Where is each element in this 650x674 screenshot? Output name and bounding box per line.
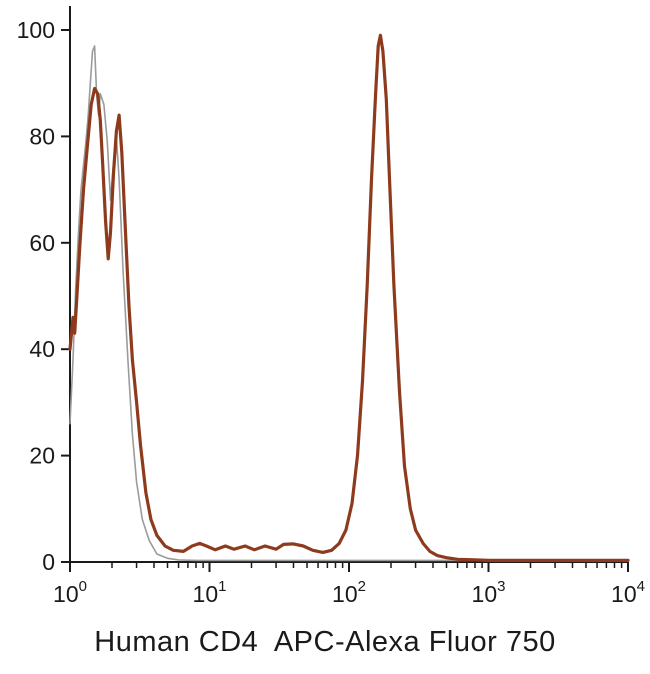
x-axis-tick-label: 103 <box>472 578 506 607</box>
x-axis-tick-label: 100 <box>53 578 87 607</box>
y-axis-tick-label: 60 <box>29 230 55 256</box>
y-axis-tick-label: 100 <box>17 17 55 43</box>
axis-frame <box>69 6 628 563</box>
y-axis-tick-label: 80 <box>29 123 55 149</box>
x-axis-tick-label: 104 <box>611 578 645 607</box>
y-axis-tick-label: 0 <box>42 549 55 575</box>
x-axis-tick-label: 102 <box>332 578 366 607</box>
series-unstained-control <box>69 45 629 562</box>
y-axis-tick-label: 40 <box>29 336 55 362</box>
x-axis-title: Human CD4 APC-Alexa Fluor 750 <box>94 626 556 658</box>
series-human-cd4-apc-alexa-fluor-750 <box>68 33 630 563</box>
x-axis-tick-label: 101 <box>193 578 227 607</box>
y-axis-tick-label: 20 <box>29 443 55 469</box>
